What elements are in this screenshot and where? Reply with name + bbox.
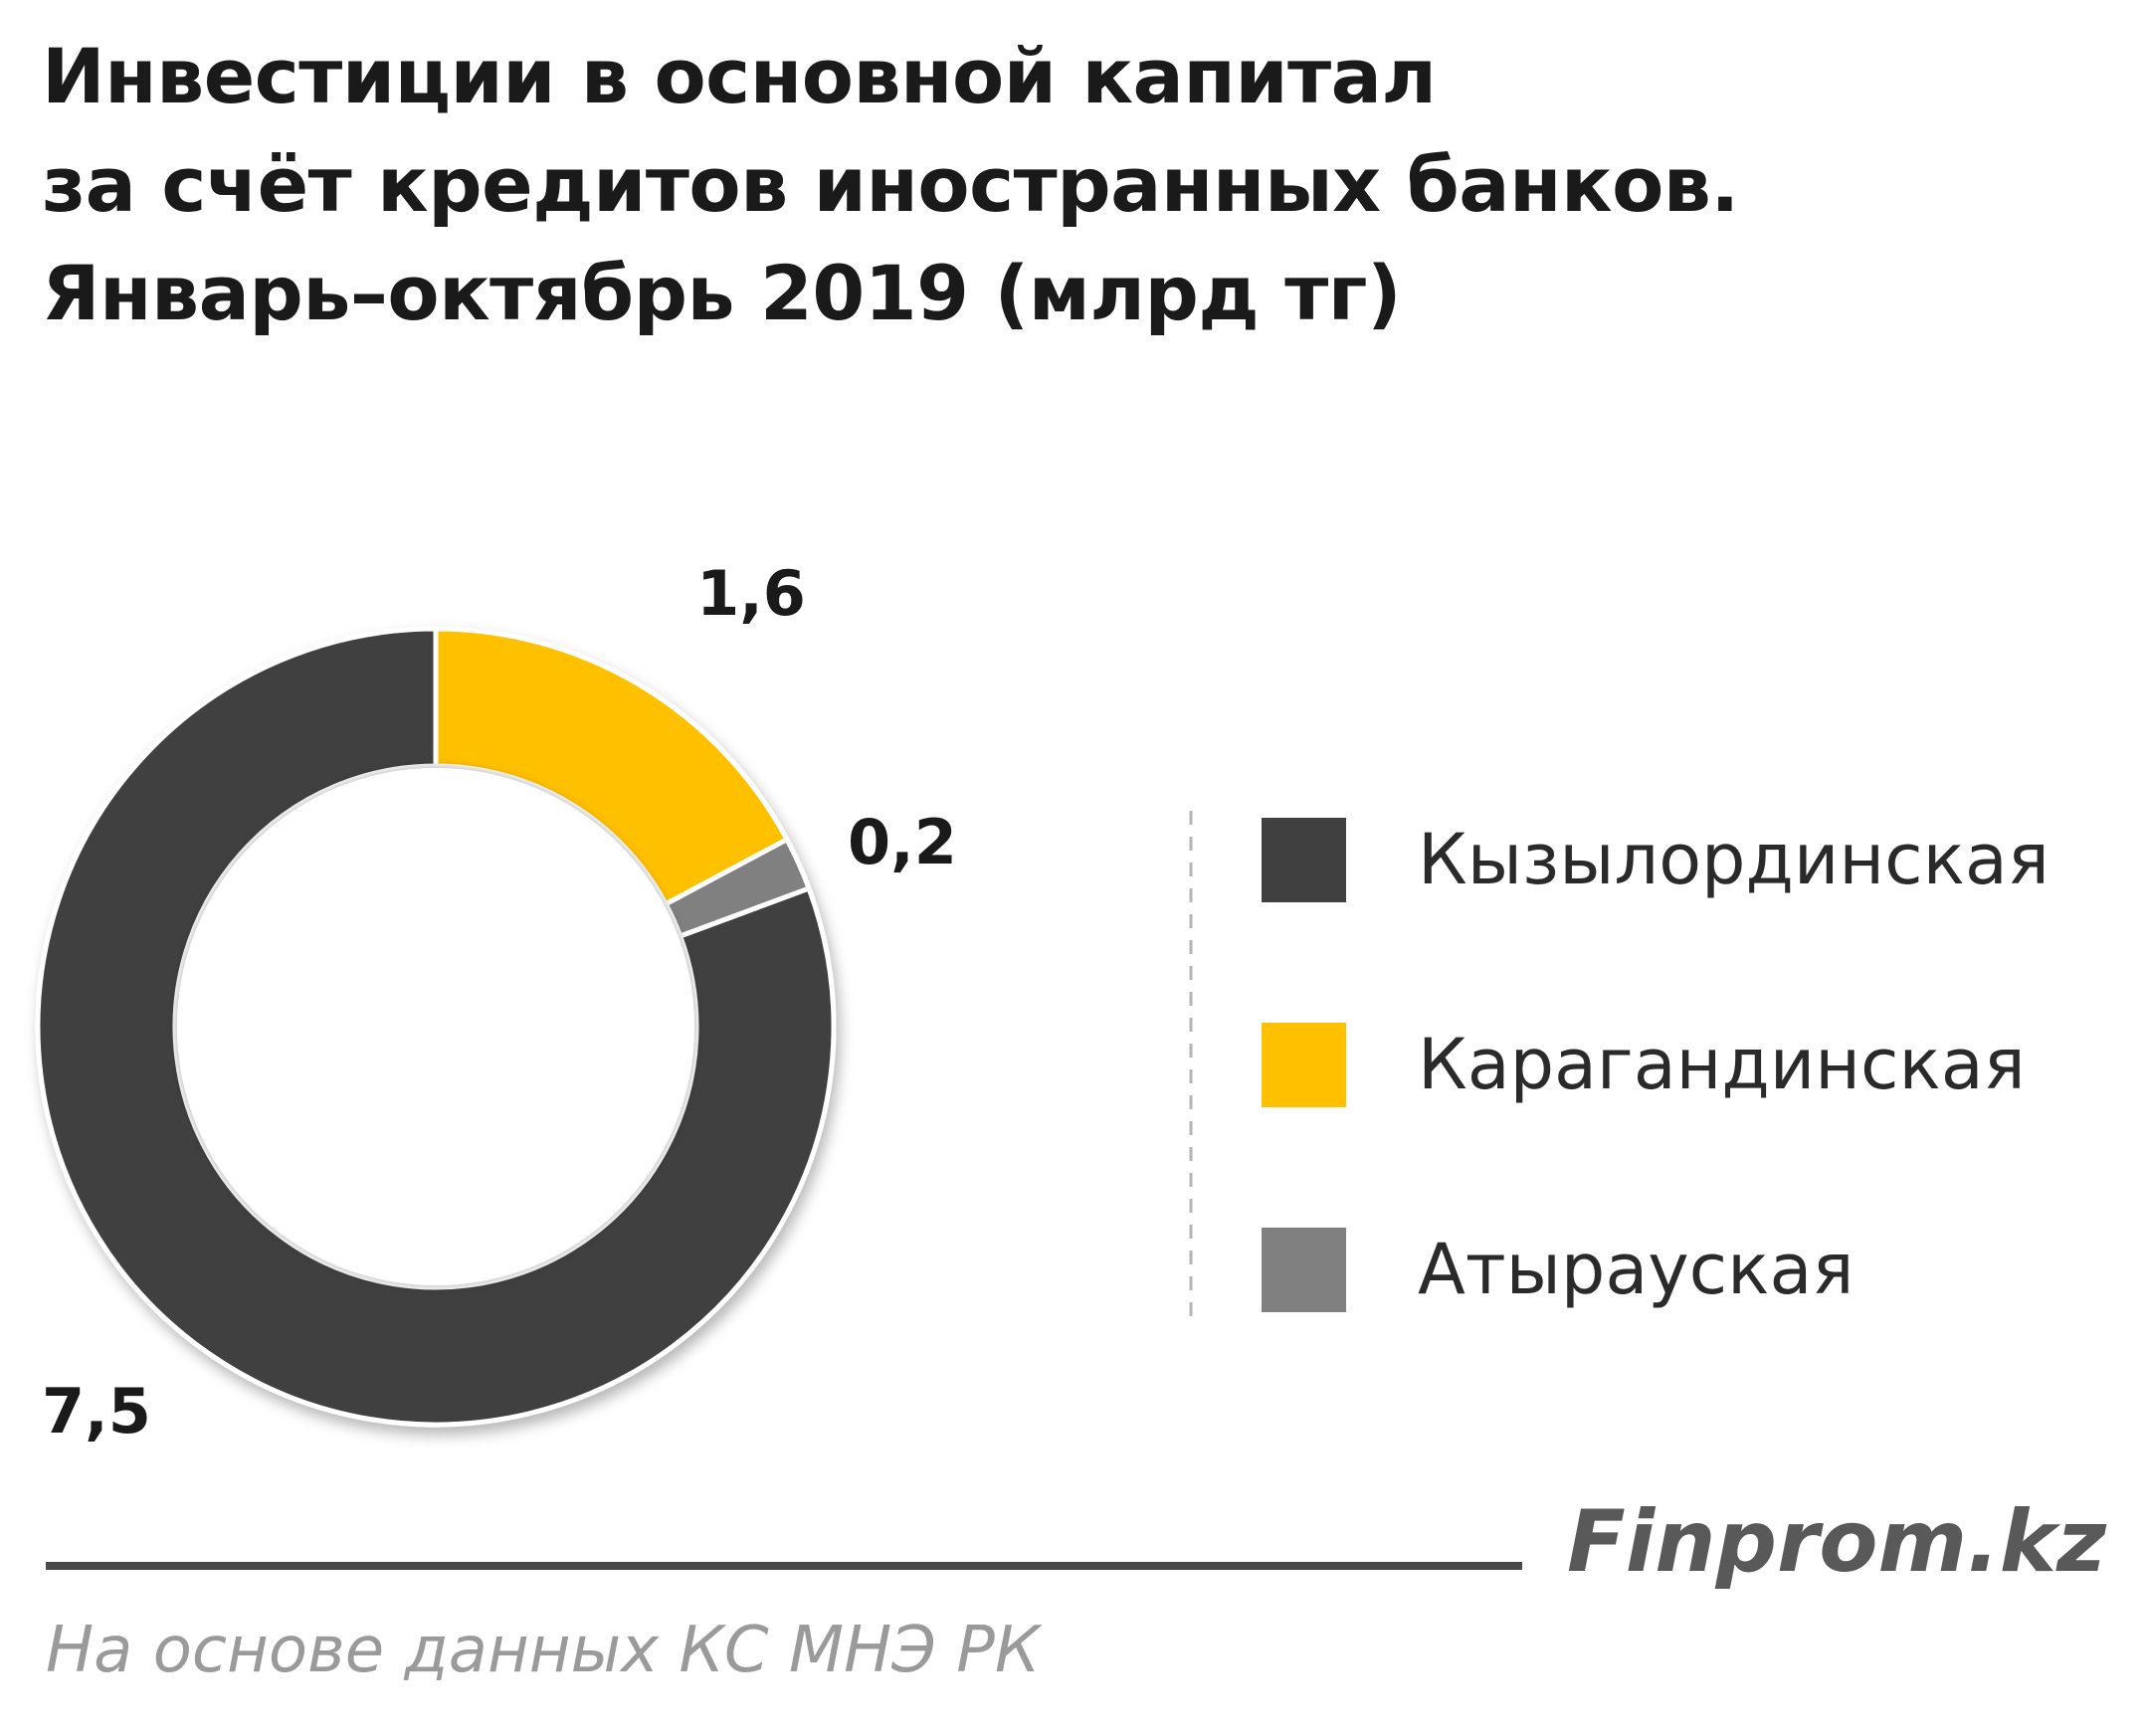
- doughnut-hole: [177, 768, 694, 1285]
- data-labels-group: 1,6 0,2 7,5: [42, 557, 957, 1447]
- chart-title: Инвестиции в основной капитал за счёт кр…: [42, 22, 2032, 347]
- legend: Кызылординская Карагандинская Атырауская: [1262, 818, 2050, 1312]
- data-label-1: 7,5: [42, 1375, 151, 1447]
- legend-label-2: Карагандинская: [1418, 1024, 2026, 1105]
- brand-logo: Finprom.kz: [1567, 1492, 2107, 1592]
- source-note: На основе данных КС МНЭ РК: [46, 1614, 1041, 1687]
- title-line-1: Инвестиции в основной капитал: [42, 32, 1437, 120]
- legend-label-1: Кызылординская: [1418, 819, 2050, 900]
- title-line-2: за счёт кредитов иностранных банков.: [42, 140, 1739, 229]
- title-line-3: Январь–октябрь 2019 (млрд тг): [42, 249, 1402, 337]
- slice-1: [35, 626, 837, 1428]
- legend-label-3: Атырауская: [1418, 1229, 1854, 1310]
- legend-swatch-3: [1262, 1228, 1346, 1312]
- legend-swatch-2: [1262, 1023, 1346, 1107]
- footer-rule: [46, 1562, 1522, 1570]
- legend-swatch-1: [1262, 818, 1346, 902]
- data-label-2: 1,6: [696, 557, 806, 630]
- slice-2: [433, 626, 791, 908]
- data-label-3: 0,2: [848, 806, 957, 878]
- slices-group: [35, 626, 837, 1428]
